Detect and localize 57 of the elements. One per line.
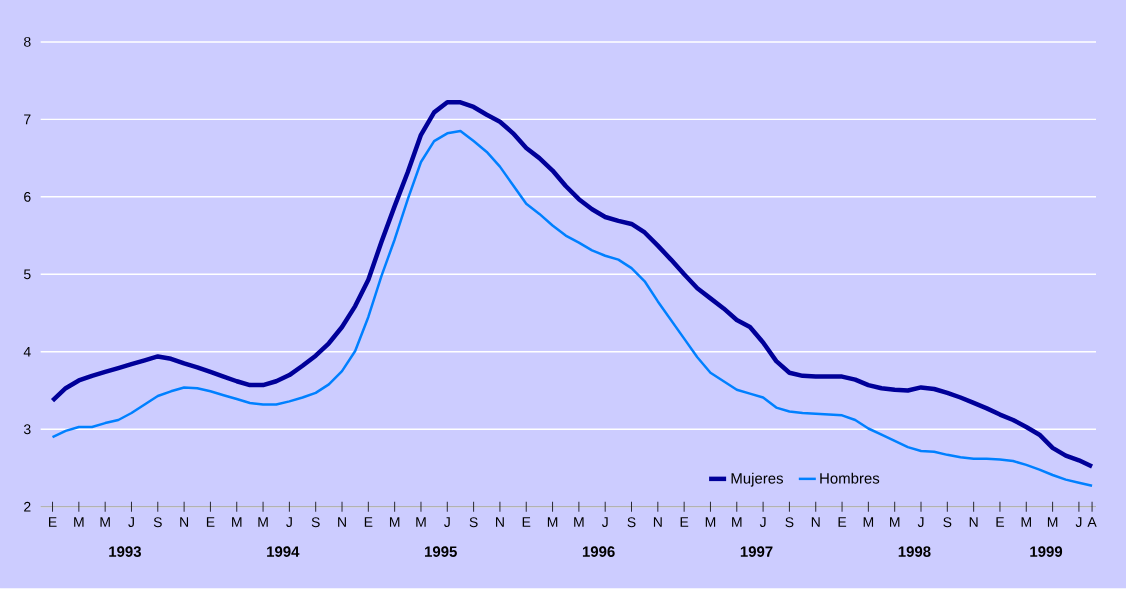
legend-label: Hombres <box>820 472 880 484</box>
x-tick-label: N <box>496 517 504 528</box>
x-tick-label: E <box>364 517 373 528</box>
x-tick-label: N <box>811 517 820 528</box>
x-tick-label: J <box>286 517 292 528</box>
x-tick-label: N <box>653 517 662 528</box>
x-tick-label: M <box>100 517 110 528</box>
x-tick-label: M <box>574 517 584 528</box>
x-tick-label: M <box>416 517 426 528</box>
y-tick-label: 6 <box>24 192 31 203</box>
x-tick-label: E <box>49 517 57 528</box>
x-tick-label: M <box>732 517 742 528</box>
x-tick-label: N <box>338 517 346 528</box>
x-tick-label: J <box>1075 517 1082 528</box>
x-tick-label: M <box>258 517 268 528</box>
x-tick-label: N <box>969 517 978 528</box>
y-tick-label: 5 <box>23 269 31 280</box>
y-tick-label: 7 <box>24 114 31 125</box>
x-tick-label: M <box>547 517 558 528</box>
text: 1999 <box>1030 546 1063 558</box>
y-tick-label: 8 <box>24 37 31 48</box>
x-tick-label: N <box>180 517 189 528</box>
text: 1998 <box>898 546 931 558</box>
text: 1994 <box>267 546 300 558</box>
x-tick-label: S <box>311 517 320 528</box>
text: 1995 <box>425 546 457 558</box>
x-tick-label: S <box>469 517 478 528</box>
x-tick-label: J <box>601 517 608 528</box>
y-tick-label: 4 <box>23 347 31 357</box>
legend-label: Mujeres <box>731 472 784 487</box>
x-tick-label: E <box>522 517 531 528</box>
x-tick-label: M <box>74 517 84 528</box>
x-tick-label: E <box>996 517 1005 528</box>
x-tick-label: J <box>917 517 924 528</box>
x-tick-label: J <box>759 517 766 528</box>
x-tick-label: M <box>1021 517 1031 528</box>
x-tick-label: S <box>943 517 952 528</box>
x-tick-label: M <box>890 517 900 528</box>
text: 1996 <box>582 546 615 558</box>
x-tick-label: A <box>1087 517 1097 528</box>
x-tick-label: J <box>444 517 450 528</box>
x-tick-label: S <box>627 517 636 528</box>
y-tick-label: 2 <box>24 502 31 512</box>
x-tick-label: S <box>785 517 794 528</box>
x-tick-label: E <box>838 517 847 528</box>
x-tick-label: J <box>128 517 134 528</box>
text: 1997 <box>740 546 773 558</box>
x-tick-label: E <box>206 517 215 528</box>
x-tick-label: M <box>1047 517 1058 528</box>
x-tick-label: M <box>389 517 400 528</box>
y-tick-label: 3 <box>23 424 31 435</box>
x-tick-label: S <box>153 517 162 528</box>
x-tick-label: M <box>863 517 874 528</box>
text: 1993 <box>109 546 141 558</box>
x-tick-label: E <box>680 517 689 528</box>
x-tick-label: M <box>232 517 242 528</box>
x-tick-label: M <box>705 517 716 528</box>
